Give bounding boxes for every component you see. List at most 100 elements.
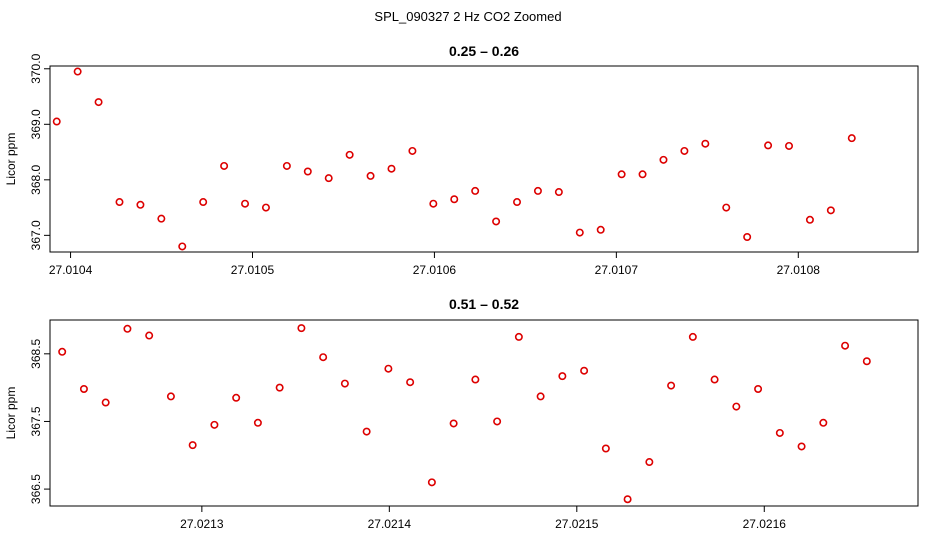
y-axis-label: Licor ppm bbox=[4, 387, 18, 440]
plot-frame bbox=[49, 319, 919, 507]
data-point bbox=[123, 324, 132, 333]
data-point bbox=[282, 161, 291, 170]
y-tick-label: 368.0 bbox=[29, 164, 43, 194]
data-point bbox=[785, 141, 794, 150]
data-point bbox=[101, 398, 110, 407]
data-point bbox=[188, 441, 197, 450]
data-point bbox=[366, 171, 375, 180]
data-point bbox=[680, 146, 689, 155]
data-point bbox=[210, 420, 219, 429]
data-point bbox=[450, 195, 459, 204]
x-tick-label: 27.0216 bbox=[743, 517, 787, 531]
data-point bbox=[471, 375, 480, 384]
y-tick-label: 368.5 bbox=[29, 338, 43, 368]
x-tick-label: 27.0106 bbox=[413, 263, 457, 277]
data-point bbox=[558, 372, 567, 381]
y-axis-label: Licor ppm bbox=[4, 133, 18, 186]
x-tick-label: 27.0105 bbox=[231, 263, 275, 277]
data-point bbox=[722, 203, 731, 212]
data-point bbox=[319, 353, 328, 362]
data-point bbox=[253, 418, 262, 427]
data-point bbox=[178, 242, 187, 251]
data-point bbox=[514, 332, 523, 341]
y-tick-label: 369.0 bbox=[29, 109, 43, 139]
data-point bbox=[79, 384, 88, 393]
data-point bbox=[232, 393, 241, 402]
figure-title: SPL_090327 2 Hz CO2 Zoomed bbox=[374, 9, 561, 24]
data-point bbox=[73, 67, 82, 76]
data-point bbox=[554, 188, 563, 197]
data-point bbox=[303, 167, 312, 176]
data-point bbox=[275, 383, 284, 392]
data-point bbox=[797, 442, 806, 451]
data-point bbox=[384, 364, 393, 373]
data-point bbox=[166, 392, 175, 401]
data-point bbox=[688, 332, 697, 341]
data-point bbox=[471, 186, 480, 195]
x-tick-label: 27.0108 bbox=[777, 263, 821, 277]
data-point bbox=[427, 478, 436, 487]
data-point bbox=[764, 141, 773, 150]
data-point bbox=[819, 418, 828, 427]
data-point bbox=[115, 198, 124, 207]
x-tick-label: 27.0214 bbox=[368, 517, 412, 531]
data-point bbox=[826, 206, 835, 215]
data-point bbox=[667, 381, 676, 390]
data-point bbox=[841, 341, 850, 350]
data-point bbox=[638, 170, 647, 179]
data-point bbox=[805, 215, 814, 224]
data-point bbox=[324, 174, 333, 183]
data-point bbox=[220, 161, 229, 170]
data-point bbox=[261, 203, 270, 212]
y-tick-label: 370.0 bbox=[29, 53, 43, 83]
x-tick-label: 27.0107 bbox=[595, 263, 639, 277]
data-point bbox=[847, 134, 856, 143]
x-tick-label: 27.0215 bbox=[555, 517, 599, 531]
data-point bbox=[596, 225, 605, 234]
data-point bbox=[701, 139, 710, 148]
data-point bbox=[513, 198, 522, 207]
y-tick-label: 366.5 bbox=[29, 474, 43, 504]
data-point bbox=[580, 366, 589, 375]
data-point bbox=[136, 200, 145, 209]
data-point bbox=[429, 199, 438, 208]
data-point bbox=[52, 117, 61, 126]
data-point bbox=[58, 347, 67, 356]
data-point bbox=[241, 199, 250, 208]
data-point bbox=[449, 419, 458, 428]
data-point bbox=[862, 357, 871, 366]
data-point bbox=[145, 331, 154, 340]
data-point bbox=[533, 186, 542, 195]
panel-top: 0.25 – 0.26 Licor ppm 27.0104 27.0105 27.010… bbox=[4, 43, 919, 277]
data-point bbox=[617, 170, 626, 179]
data-point bbox=[387, 164, 396, 173]
data-point bbox=[754, 384, 763, 393]
panel-title: 0.25 – 0.26 bbox=[449, 43, 519, 59]
data-point bbox=[199, 198, 208, 207]
plot-frame bbox=[49, 65, 919, 253]
y-tick-label: 367.5 bbox=[29, 406, 43, 436]
data-point bbox=[623, 495, 632, 504]
data-point bbox=[536, 392, 545, 401]
x-tick-label: 27.0104 bbox=[49, 263, 93, 277]
panel-bottom: 0.51 – 0.52 Licor ppm 27.0213 27.0214 27.021… bbox=[4, 296, 919, 531]
data-point bbox=[493, 417, 502, 426]
data-point bbox=[710, 375, 719, 384]
x-tick-label: 27.0213 bbox=[180, 517, 224, 531]
data-point bbox=[775, 428, 784, 437]
data-point bbox=[157, 214, 166, 223]
data-point bbox=[408, 146, 417, 155]
data-point bbox=[645, 458, 654, 467]
data-point bbox=[345, 150, 354, 159]
y-tick-label: 367.0 bbox=[29, 220, 43, 250]
data-point bbox=[743, 233, 752, 242]
data-point bbox=[732, 402, 741, 411]
panel-title: 0.51 – 0.52 bbox=[449, 296, 519, 312]
data-point bbox=[601, 444, 610, 453]
data-point bbox=[575, 228, 584, 237]
data-point bbox=[362, 427, 371, 436]
data-point bbox=[406, 378, 415, 387]
data-point bbox=[94, 98, 103, 107]
data-point bbox=[297, 324, 306, 333]
